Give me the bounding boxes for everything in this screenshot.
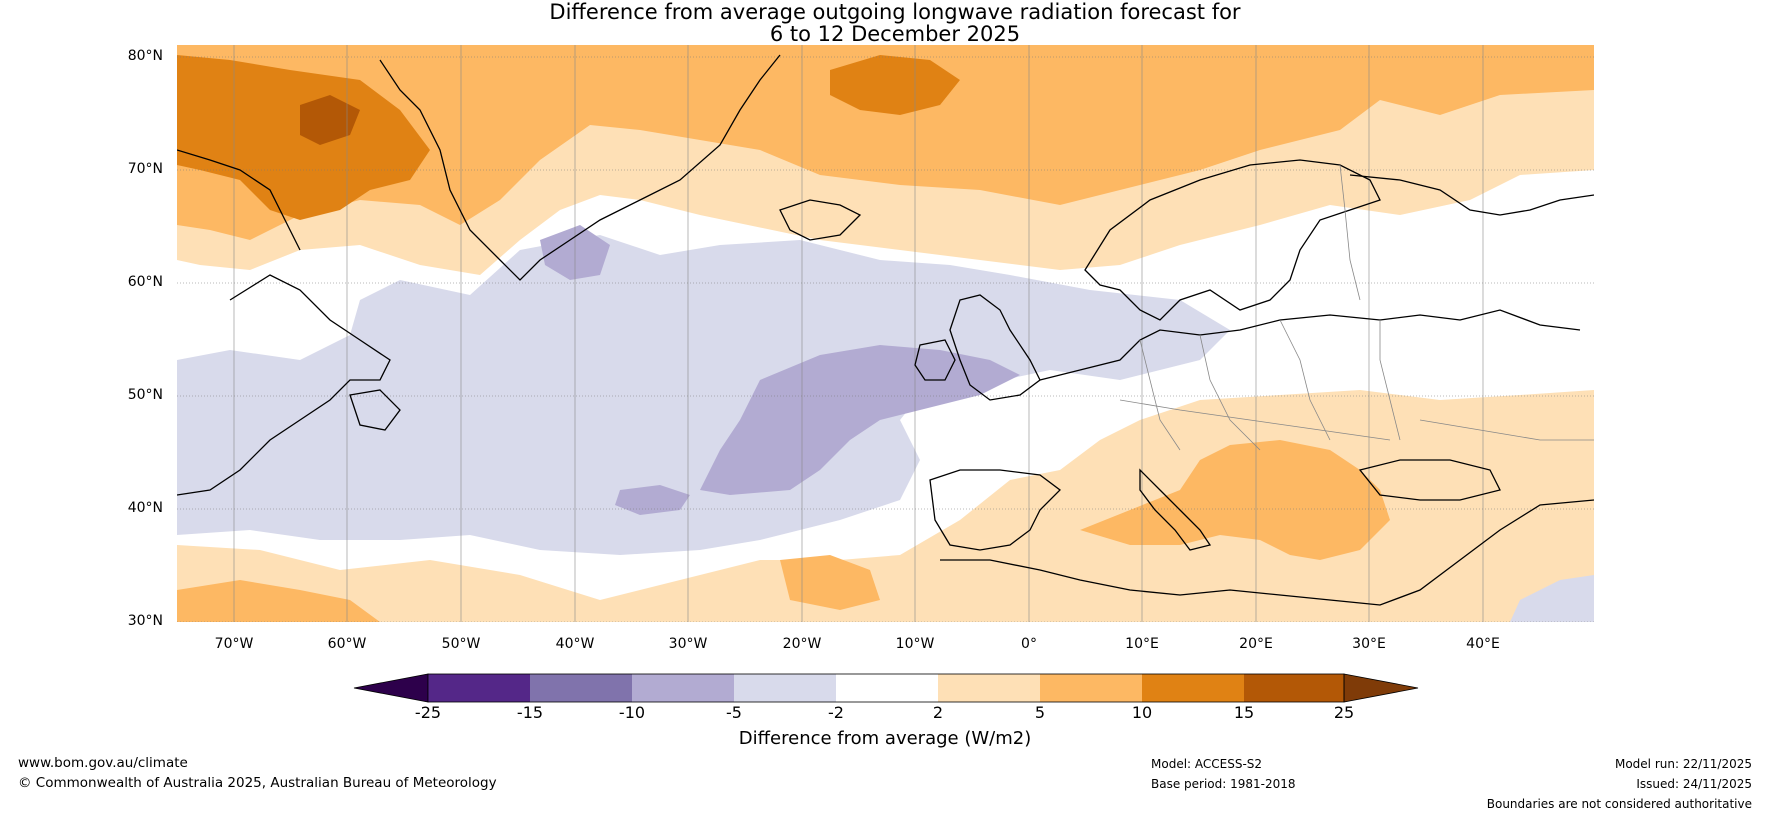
lon-label-30e: 30°E	[1352, 636, 1386, 652]
lat-label-80n: 80°N	[127, 48, 163, 64]
lon-label-40w: 40°W	[555, 636, 595, 652]
footer-copyright: © Commonwealth of Australia 2025, Austra…	[18, 775, 497, 791]
anomaly-dark-orange-svalbard	[830, 55, 960, 115]
footer-base-period: Base period: 1981-2018	[1151, 777, 1296, 791]
colorbar-bin-4	[836, 674, 938, 702]
coastline-greenland-west	[177, 149, 301, 251]
colorbar-tick-4: -2	[828, 703, 844, 722]
colorbar-bin-7	[1142, 674, 1244, 702]
lon-label-10e: 10°E	[1125, 636, 1159, 652]
lon-label-40e: 40°E	[1466, 636, 1500, 652]
lon-label-20w: 20°W	[782, 636, 822, 652]
lon-label-0: 0°	[1021, 636, 1037, 652]
footer-model-run: Model run: 22/11/2025	[1614, 757, 1752, 771]
colorbar-tick-1: -15	[516, 703, 544, 722]
anomaly-medium-purple-spot2	[615, 485, 690, 515]
country-borders	[1119, 164, 1594, 451]
colorbar-tick-8: 15	[1233, 703, 1255, 722]
graticule	[177, 56, 1594, 622]
coastlines	[177, 54, 1594, 606]
colorbar-tick-5: 2	[932, 703, 944, 722]
coastline-greenland-east	[379, 54, 781, 281]
colorbar-extend-low	[353, 673, 429, 703]
footer-disclaimer: Boundaries are not considered authoritat…	[1486, 797, 1752, 811]
lon-label-20e: 20°E	[1239, 636, 1273, 652]
coastline-italy	[1139, 468, 1212, 551]
coastline-iceland	[779, 199, 862, 241]
anomaly-medium-purple-atlantic	[700, 345, 1020, 495]
colorbar-tick-2: -10	[618, 703, 646, 722]
coastline-labrador	[177, 274, 391, 496]
lon-label-60w: 60°W	[327, 636, 367, 652]
lat-label-40n: 40°N	[127, 500, 163, 516]
colorbar-bin-5	[938, 674, 1040, 702]
colorbar-bin-3	[734, 674, 836, 702]
colorbar-tick-7: 10	[1131, 703, 1153, 722]
lon-label-10w: 10°W	[895, 636, 935, 652]
colorbar-bin-2	[632, 674, 734, 702]
anomaly-dark-orange-greenland	[177, 55, 430, 220]
anomaly-orange-north	[177, 45, 1594, 240]
lon-label-50w: 50°W	[441, 636, 481, 652]
colorbar-extend-high	[1343, 673, 1419, 703]
colorbar-bin-8	[1244, 674, 1344, 702]
map-area	[177, 45, 1594, 622]
coastline-scandinavia	[1084, 159, 1381, 321]
coastline-ireland	[914, 339, 956, 381]
coastline-iberia	[929, 469, 1061, 551]
anomaly-orange-south-west	[177, 580, 380, 622]
lon-label-30w: 30°W	[668, 636, 708, 652]
colorbar-tick-9: 25	[1333, 703, 1355, 722]
anomaly-light-purple-atlantic	[177, 235, 1230, 555]
lat-label-70n: 70°N	[127, 161, 163, 177]
colorbar-tick-6: 5	[1034, 703, 1046, 722]
lat-label-50n: 50°N	[127, 387, 163, 403]
colorbar-tick-3: -5	[726, 703, 742, 722]
lat-label-60n: 60°N	[127, 274, 163, 290]
coastline-north-russia	[1349, 174, 1594, 216]
anomaly-orange-south-mid	[780, 555, 880, 610]
coastline-great-britain	[949, 294, 1041, 401]
coastline-mediterranean-south	[940, 499, 1594, 606]
anomaly-light-purple-southeast	[1510, 575, 1594, 622]
footer-model: Model: ACCESS-S2	[1151, 757, 1263, 771]
coastline-black-sea	[1358, 459, 1501, 501]
colorbar-label: Difference from average (W/m2)	[0, 728, 1770, 749]
colorbar-bin-0	[428, 674, 530, 702]
anomaly-orange-south-mediterranean	[1080, 440, 1390, 560]
colorbar-tick-0: -25	[414, 703, 442, 722]
chart-title-line2: 6 to 12 December 2025	[769, 22, 1021, 46]
colorbar-bin-6	[1040, 674, 1142, 702]
anomaly-darkest-orange-greenland	[300, 95, 360, 145]
chart-title-line1: Difference from average outgoing longwav…	[549, 0, 1241, 24]
colorbar-bin-1	[530, 674, 632, 702]
colorbar-label-text: Difference from average (W/m2)	[738, 728, 1032, 749]
coastline-newfoundland	[349, 389, 401, 431]
footer-issued: Issued: 24/11/2025	[1636, 777, 1752, 791]
footer-website: www.bom.gov.au/climate	[18, 755, 188, 771]
lon-label-70w: 70°W	[214, 636, 254, 652]
graticule-meridians	[233, 45, 1484, 622]
lat-label-30n: 30°N	[127, 613, 163, 629]
